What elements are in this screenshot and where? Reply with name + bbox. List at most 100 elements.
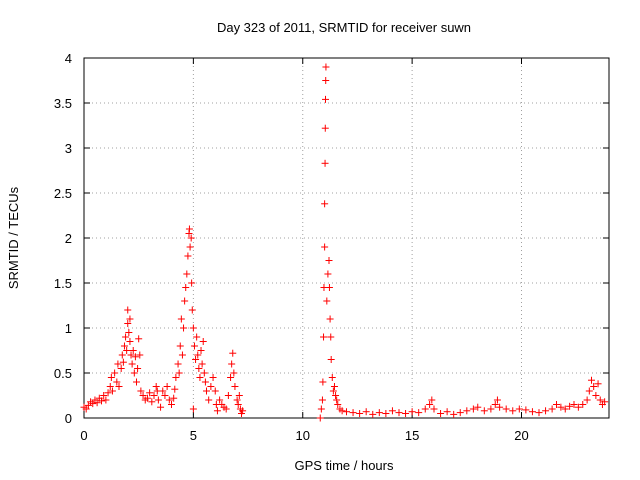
data-point [588,376,595,384]
x-tick-label: 15 [405,428,419,443]
data-point [487,405,495,413]
data-point [324,270,332,278]
data-point [570,401,578,408]
data-point [328,374,336,381]
data-point [148,398,156,406]
data-point [332,392,340,399]
data-point [114,360,122,368]
data-point [319,378,327,386]
data-points [80,63,609,422]
data-point [197,347,205,354]
data-point [450,410,458,418]
data-point [89,400,97,408]
data-point [146,389,154,397]
data-point [100,392,108,399]
data-point [222,405,230,413]
data-point [122,333,130,341]
data-point [402,410,410,417]
data-point [124,306,132,314]
data-point [126,338,134,345]
data-point [566,402,574,410]
grid-lines [84,58,609,418]
data-point [188,279,196,287]
data-point [327,356,335,363]
data-point [139,392,147,399]
data-point [463,407,471,415]
data-point [596,396,604,404]
data-point [509,407,517,415]
data-point [124,320,132,327]
data-point [349,409,357,417]
data-point [574,403,582,411]
data-point [329,387,337,395]
data-point [126,315,134,323]
data-point [205,396,213,404]
data-point [421,405,429,413]
x-tick-label: 20 [514,428,528,443]
data-point [343,408,350,416]
x-tick-label: 0 [80,428,87,443]
data-point [321,159,329,167]
data-point [216,396,224,404]
data-point [229,349,237,357]
data-point [209,374,217,381]
data-point [234,401,242,408]
y-tick-label: 0 [65,411,72,426]
data-point [369,410,377,418]
data-point [213,407,221,415]
data-point [119,358,127,366]
data-point [128,360,136,368]
data-point [579,401,587,408]
data-point [84,401,92,409]
data-point [120,342,128,350]
data-point [388,407,396,415]
data-point [594,380,602,388]
y-tick-label: 4 [65,51,72,66]
data-point [125,329,133,336]
data-point [437,410,445,417]
data-point [583,396,591,404]
y-tick-label: 2 [65,231,72,246]
data-point [592,392,600,399]
data-point [189,324,197,332]
data-point [98,397,105,405]
data-point [175,369,183,377]
data-point [474,403,482,411]
data-point [163,383,171,390]
y-tick-label: 3.5 [54,96,72,111]
data-point [585,387,593,395]
data-point [561,405,569,413]
y-tick-label: 1 [65,321,72,336]
data-point [200,369,208,377]
data-point [557,403,565,411]
data-point [190,342,198,350]
data-point [180,324,188,332]
data-point [152,383,160,390]
data-point [224,392,232,399]
data-point [195,365,203,372]
data-point [426,401,434,408]
tick-labels: 0 0.5 1 1.5 2 2.5 3 3.5 4 0 5 10 15 20 [54,51,529,443]
y-tick-label: 2.5 [54,186,72,201]
data-point [491,401,499,408]
data-point [548,405,556,413]
data-point [321,124,329,132]
plot-frame [83,57,610,419]
data-point [528,408,536,416]
data-point [131,353,139,361]
data-point [198,360,206,368]
data-point [143,394,151,402]
data-point [333,396,341,404]
data-point [522,406,530,414]
data-point [108,387,116,395]
data-point [168,401,175,408]
data-point [382,410,390,417]
data-point [318,396,326,404]
data-point [316,414,324,422]
data-point [535,409,543,417]
data-point [137,387,145,395]
data-point [185,225,193,233]
data-point [182,284,190,291]
data-point [171,385,179,393]
axis-ticks [83,57,609,419]
